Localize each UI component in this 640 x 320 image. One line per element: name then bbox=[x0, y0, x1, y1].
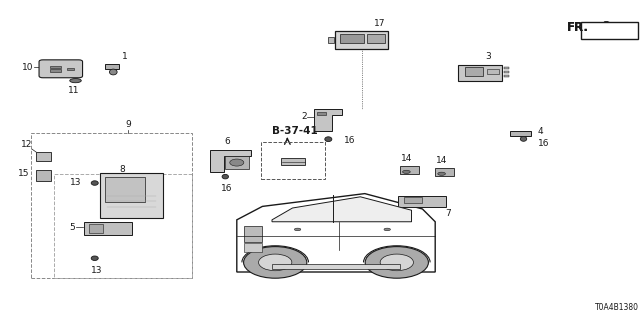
Bar bbox=[67, 68, 74, 70]
Polygon shape bbox=[272, 197, 412, 222]
FancyBboxPatch shape bbox=[39, 60, 83, 78]
Bar bbox=[244, 243, 262, 252]
Bar bbox=[100, 173, 163, 218]
Ellipse shape bbox=[91, 256, 99, 260]
Text: 16: 16 bbox=[344, 136, 356, 145]
Ellipse shape bbox=[222, 174, 228, 179]
Text: 7: 7 bbox=[445, 209, 451, 218]
Bar bbox=[317, 112, 326, 115]
Text: 14: 14 bbox=[436, 156, 447, 165]
Ellipse shape bbox=[520, 136, 527, 141]
Text: 12: 12 bbox=[20, 140, 32, 149]
Bar bbox=[398, 196, 447, 207]
Bar bbox=[225, 156, 249, 169]
Text: 2: 2 bbox=[301, 112, 307, 121]
Bar bbox=[31, 133, 192, 278]
Ellipse shape bbox=[403, 170, 410, 173]
Ellipse shape bbox=[70, 78, 81, 83]
Ellipse shape bbox=[365, 247, 428, 278]
Ellipse shape bbox=[438, 172, 445, 175]
Bar bbox=[400, 166, 419, 174]
Bar bbox=[36, 152, 51, 161]
Text: B-37-41: B-37-41 bbox=[272, 126, 317, 136]
FancyBboxPatch shape bbox=[581, 22, 638, 39]
Ellipse shape bbox=[259, 254, 292, 271]
Bar bbox=[465, 67, 483, 76]
Bar bbox=[510, 131, 531, 136]
Bar bbox=[504, 71, 509, 73]
Text: 4: 4 bbox=[538, 127, 543, 136]
Polygon shape bbox=[314, 109, 342, 131]
Ellipse shape bbox=[325, 137, 332, 141]
Bar bbox=[105, 177, 145, 202]
Polygon shape bbox=[237, 194, 435, 272]
Text: 17: 17 bbox=[374, 19, 386, 28]
Ellipse shape bbox=[244, 247, 307, 278]
Polygon shape bbox=[210, 150, 251, 172]
Bar bbox=[367, 34, 385, 43]
Bar bbox=[50, 66, 61, 68]
Text: FR.: FR. bbox=[567, 21, 589, 34]
Bar bbox=[504, 75, 509, 77]
Bar bbox=[244, 226, 262, 242]
Bar bbox=[335, 31, 388, 49]
Text: 16: 16 bbox=[221, 184, 232, 193]
Bar bbox=[340, 34, 364, 43]
Bar bbox=[261, 142, 325, 179]
Text: 3: 3 bbox=[485, 52, 491, 61]
Bar bbox=[281, 158, 305, 165]
Text: FR.: FR. bbox=[567, 21, 589, 34]
Bar bbox=[89, 224, 103, 233]
Text: T0A4B1380: T0A4B1380 bbox=[595, 303, 639, 312]
Bar bbox=[435, 168, 454, 176]
Ellipse shape bbox=[230, 159, 244, 166]
Bar bbox=[36, 170, 51, 181]
Ellipse shape bbox=[384, 228, 390, 231]
Bar bbox=[487, 69, 499, 74]
Text: 15: 15 bbox=[18, 169, 29, 178]
Bar bbox=[84, 222, 132, 235]
Text: 5: 5 bbox=[70, 223, 76, 232]
Text: 6: 6 bbox=[225, 137, 230, 146]
Bar bbox=[105, 64, 119, 69]
Ellipse shape bbox=[294, 228, 301, 231]
Bar bbox=[54, 174, 192, 278]
Text: 14: 14 bbox=[401, 154, 412, 163]
Bar bbox=[328, 37, 334, 43]
Bar bbox=[50, 69, 61, 72]
Text: 9: 9 bbox=[125, 120, 131, 129]
Text: 1: 1 bbox=[122, 52, 127, 61]
Text: 11: 11 bbox=[68, 86, 79, 95]
Bar bbox=[272, 264, 400, 269]
Text: 16: 16 bbox=[538, 139, 549, 148]
Text: 13: 13 bbox=[91, 266, 102, 275]
Text: 13: 13 bbox=[70, 178, 82, 187]
Ellipse shape bbox=[380, 254, 413, 271]
Bar bbox=[458, 65, 502, 81]
Bar bbox=[504, 67, 509, 69]
Ellipse shape bbox=[91, 181, 99, 185]
Ellipse shape bbox=[109, 69, 117, 75]
Bar bbox=[404, 197, 422, 203]
Text: 10: 10 bbox=[22, 63, 34, 72]
Text: 8: 8 bbox=[119, 165, 125, 174]
